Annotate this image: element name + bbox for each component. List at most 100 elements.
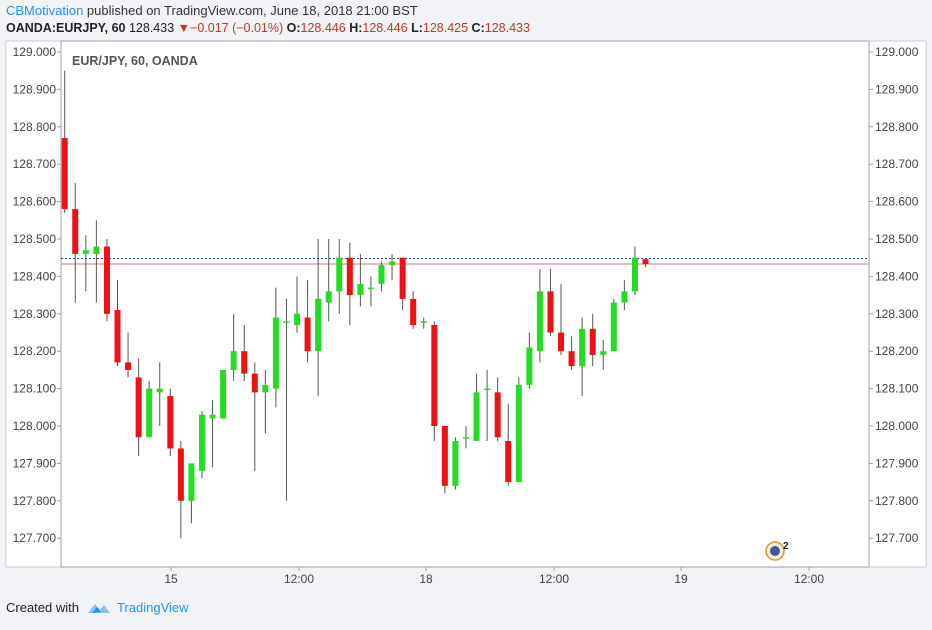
y-tick-label-right: 128.600 [875, 195, 919, 209]
candle-up [610, 302, 617, 352]
y-tick-label-left: 127.700 [13, 531, 57, 545]
candle-up [188, 463, 195, 501]
y-tick-label-right: 128.200 [875, 344, 919, 358]
plot-area [60, 40, 870, 568]
y-tick-label-right: 128.900 [875, 82, 919, 96]
y-tick-label-right: 128.700 [875, 157, 919, 171]
y-tick-label-right: 127.900 [875, 456, 919, 470]
created-with-label: Created with [6, 600, 79, 615]
open-label: O: [286, 21, 301, 35]
open-value: 128.446 [300, 21, 346, 35]
x-tick-label: 12:00 [539, 572, 569, 586]
y-tick-label-left: 128.300 [13, 307, 57, 321]
candle-up [579, 328, 586, 367]
candle-up [378, 265, 385, 284]
candle-up [156, 388, 163, 393]
candle-up [230, 351, 237, 370]
candle-up [473, 392, 480, 441]
symbol-label: OANDA:EURJPY, 60 [6, 21, 126, 35]
candle-down [568, 351, 575, 367]
chart-title: EUR/JPY, 60, OANDA [72, 54, 198, 68]
y-tick-label-left: 128.600 [13, 195, 57, 209]
y-tick-label-right: 129.000 [875, 45, 919, 59]
candle-up [198, 414, 205, 471]
y-tick-label-right: 128.800 [875, 120, 919, 134]
y-tick-label-right: 127.800 [875, 494, 919, 508]
candle-down [167, 396, 174, 449]
y-tick-label-left: 128.200 [13, 344, 57, 358]
candle-down [135, 377, 142, 438]
close-value: 128.433 [484, 21, 530, 35]
candle-up [325, 291, 332, 303]
x-tick-label: 19 [674, 572, 688, 586]
down-triangle-icon: ▼ [177, 21, 191, 35]
candle-up [336, 257, 343, 292]
candle-up [389, 261, 396, 266]
candle-down [61, 138, 68, 210]
candle-down [441, 426, 448, 486]
y-tick-label-left: 128.800 [13, 120, 57, 134]
high-value: 128.446 [362, 21, 408, 35]
publish-header: CBMotivation published on TradingView.co… [6, 3, 418, 18]
author-link[interactable]: CBMotivation [6, 3, 84, 18]
tradingview-logo-icon [87, 603, 110, 613]
candle-down [241, 351, 248, 374]
x-tick-label: 12:00 [794, 572, 824, 586]
candle-down [72, 209, 79, 254]
candle-down [103, 246, 110, 314]
candle-up [220, 369, 227, 419]
tradingview-link[interactable]: TradingView [116, 600, 189, 615]
candle-up [515, 384, 522, 483]
candle-down [410, 298, 417, 326]
candle-down [346, 257, 353, 296]
y-tick-label-right: 128.400 [875, 269, 919, 283]
events-badge-count: 2 [783, 541, 789, 552]
candle-up [82, 250, 89, 254]
high-label: H: [349, 21, 363, 35]
candle-down [494, 392, 501, 438]
candle-up [631, 257, 638, 292]
x-tick-label: 12:00 [284, 572, 314, 586]
low-value: 128.425 [422, 21, 469, 35]
candle-up [294, 313, 301, 326]
candle-up [93, 246, 100, 254]
low-label: L: [411, 21, 423, 35]
publish-info: published on TradingView.com, June 18, 2… [83, 3, 418, 18]
y-tick-label-right: 128.100 [875, 382, 919, 396]
candle-up [536, 291, 543, 352]
quote-bar: OANDA:EURJPY, 60 128.433 ▼−0.017 (−0.01%… [6, 21, 530, 35]
candle-down [114, 310, 121, 363]
y-tick-label-left: 128.100 [13, 382, 57, 396]
y-tick-label-right: 127.700 [875, 531, 919, 545]
candle-up [526, 347, 533, 385]
candle-up [600, 351, 607, 355]
candle-up [209, 414, 216, 419]
candle-up [357, 283, 364, 296]
y-tick-label-right: 128.300 [875, 307, 919, 321]
candle-up [262, 384, 269, 393]
candle-down [399, 257, 406, 299]
y-tick-label-left: 128.700 [13, 157, 57, 171]
x-tick-label: 18 [419, 572, 433, 586]
last-price: 128.433 [128, 21, 175, 35]
candle-down [547, 291, 554, 333]
candle-down [589, 328, 596, 355]
y-tick-label-left: 128.500 [13, 232, 57, 246]
y-tick-label-left: 129.000 [13, 45, 57, 59]
candle-down [251, 373, 258, 393]
candle-down [177, 448, 184, 501]
price-change: −0.017 (−0.01%) [190, 21, 284, 35]
y-tick-label-left: 128.400 [13, 269, 57, 283]
candle-down [431, 325, 438, 426]
x-tick-label: 15 [164, 572, 178, 586]
candle-up [452, 440, 459, 486]
candle-up [272, 317, 279, 389]
candle-down [558, 332, 565, 352]
candle-up [484, 388, 491, 391]
candle-up [146, 388, 153, 438]
candle-down [304, 317, 311, 352]
candle-up [462, 437, 469, 439]
close-label: C: [471, 21, 485, 35]
